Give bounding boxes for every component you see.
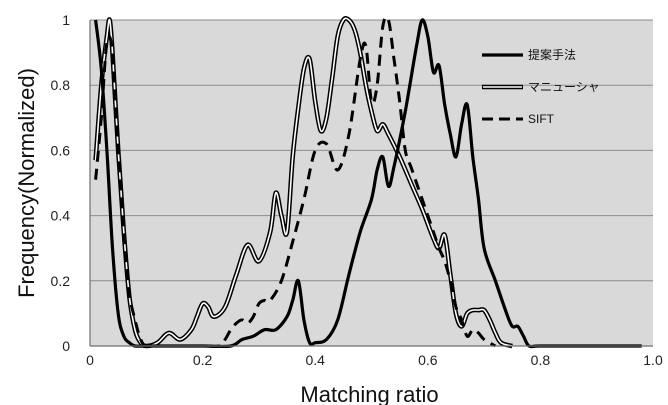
- y-axis-label: Frequency(Normalized): [14, 68, 39, 298]
- y-tick-label: 0.6: [51, 142, 71, 158]
- x-tick-label: 1.0: [643, 352, 663, 368]
- legend-item: SIFT: [482, 112, 555, 126]
- x-tick-label: 0: [86, 352, 94, 368]
- series-dashed: [94, 15, 497, 348]
- x-tick-label: 0.8: [531, 352, 551, 368]
- tick-labels: 0 0.2 0.4 0.6 0.8 1.0 0 0.2 0.4 0.6 0.8 1: [51, 12, 663, 368]
- y-tick-label: 0.8: [51, 77, 71, 93]
- x-tick-label: 0.6: [418, 352, 438, 368]
- x-tick-label: 0.2: [193, 352, 213, 368]
- axes: [89, 20, 653, 347]
- legend-label: マニューシャ: [528, 80, 600, 94]
- plot-area: [90, 20, 653, 346]
- x-axis-label: Matching ratio: [300, 382, 438, 405]
- legend-item: 提案手法: [482, 47, 576, 62]
- series-line: [94, 15, 497, 348]
- y-tick-label: 0.4: [51, 208, 71, 224]
- legend-label: SIFT: [528, 112, 555, 126]
- x-tick-label: 0.4: [305, 352, 325, 368]
- y-tick-label: 0: [62, 338, 70, 354]
- legend-item: マニューシャ: [482, 80, 600, 94]
- y-tick-label: 0.2: [51, 273, 71, 289]
- gridlines: [90, 19, 653, 282]
- legend-label: 提案手法: [528, 47, 576, 62]
- y-tick-label: 1: [62, 12, 70, 28]
